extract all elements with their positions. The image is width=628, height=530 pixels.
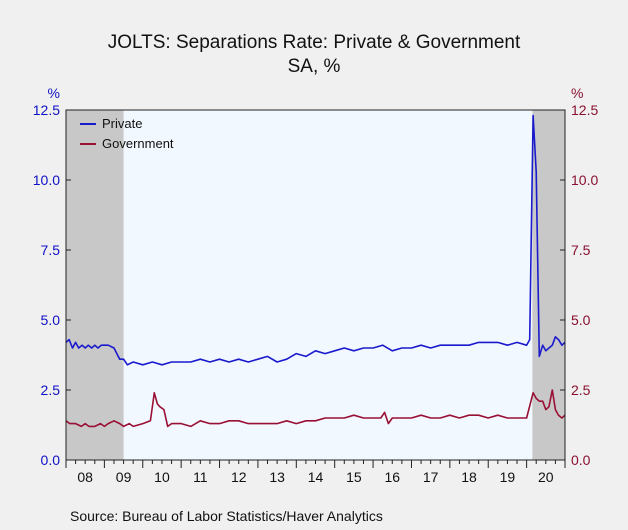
x-tick-label: 10 [154, 469, 170, 485]
x-tick-label: 18 [461, 469, 477, 485]
y-axis-label-right: % [571, 85, 583, 101]
x-tick-label: 14 [308, 469, 324, 485]
x-tick-label: 09 [116, 469, 132, 485]
y-tick-label-right: 5.0 [571, 312, 591, 328]
x-tick-label: 13 [269, 469, 285, 485]
y-axis-label-left: % [48, 85, 60, 101]
series-line-government [65, 389, 566, 428]
y-tick-label-right: 2.5 [571, 382, 591, 398]
y-tick-label-right: 12.5 [571, 102, 598, 118]
y-tick-label-right: 7.5 [571, 242, 591, 258]
x-tick-label: 17 [423, 469, 439, 485]
x-tick-label: 20 [538, 469, 554, 485]
y-tick-label-right: 0.0 [571, 452, 591, 468]
y-tick-label-left: 5.0 [41, 312, 61, 328]
x-tick-label: 11 [193, 469, 208, 485]
legend-label-government: Government [102, 136, 174, 151]
x-tick-label: 12 [231, 469, 247, 485]
plot-area [66, 110, 565, 460]
chart-title: JOLTS: Separations Rate: Private & Gover… [107, 32, 521, 53]
y-tick-label-left: 0.0 [41, 452, 61, 468]
legend-label-private: Private [102, 116, 142, 131]
x-tick-label: 08 [77, 469, 93, 485]
y-tick-label-left: 2.5 [41, 382, 61, 398]
x-tick-label: 16 [384, 469, 400, 485]
recession-band-1 [66, 110, 124, 460]
chart-subtitle: SA, % [287, 56, 341, 77]
y-tick-label-left: 10.0 [33, 172, 60, 188]
y-tick-label-left: 12.5 [33, 102, 60, 118]
x-tick-label: 19 [500, 469, 516, 485]
series-line-private [65, 114, 566, 366]
y-tick-label-right: 10.0 [571, 172, 598, 188]
y-tick-label-left: 7.5 [41, 242, 61, 258]
x-tick-label: 15 [346, 469, 362, 485]
source-note: Source: Bureau of Labor Statistics/Haver… [70, 508, 383, 524]
